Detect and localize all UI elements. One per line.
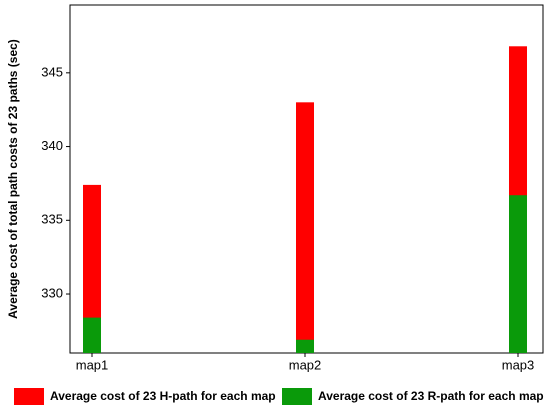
- bar: [296, 339, 314, 353]
- bar: [296, 102, 314, 353]
- x-tick-label: map1: [76, 357, 109, 372]
- legend-label: Average cost of 23 H-path for each map: [50, 389, 276, 403]
- legend-label: Average cost of 23 R-path for each map: [318, 389, 544, 403]
- x-tick-label: map3: [502, 357, 535, 372]
- y-axis-label: Average cost of total path costs of 23 p…: [6, 39, 20, 319]
- y-tick-label: 345: [41, 64, 63, 79]
- y-tick-label: 330: [41, 285, 63, 300]
- bar: [83, 317, 101, 353]
- y-tick-label: 340: [41, 138, 63, 153]
- legend-swatch: [282, 388, 312, 405]
- x-tick-label: map2: [289, 357, 322, 372]
- bar: [509, 195, 527, 353]
- legend-swatch: [14, 388, 44, 405]
- bar: [83, 184, 101, 353]
- y-tick-label: 335: [41, 212, 63, 227]
